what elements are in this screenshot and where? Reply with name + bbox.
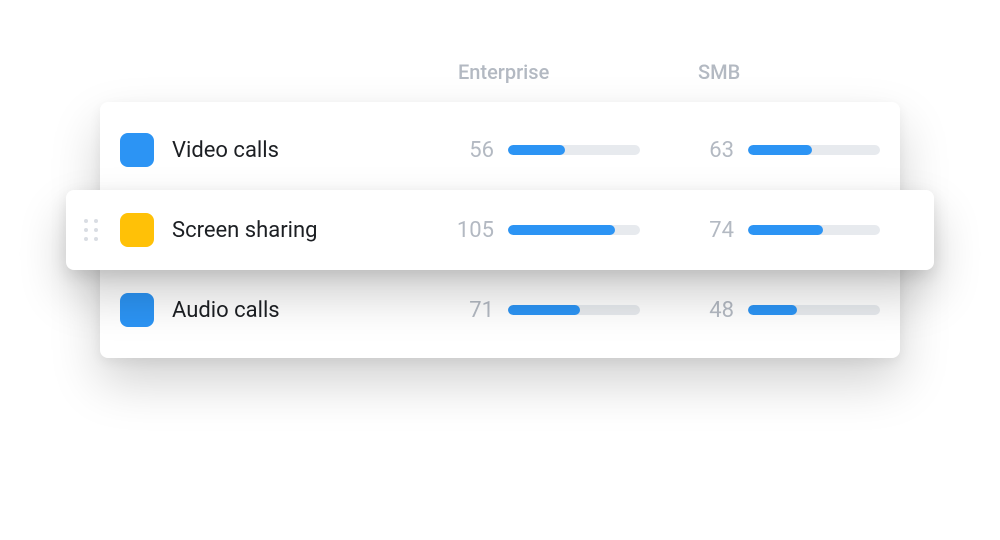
column-headers: Enterprise SMB bbox=[100, 60, 900, 102]
metric-enterprise: 56 bbox=[440, 138, 680, 163]
metric-smb: 63 bbox=[680, 138, 920, 163]
metrics-row[interactable]: Video calls 56 63 bbox=[100, 110, 900, 190]
row-color-icon bbox=[120, 213, 154, 247]
column-header-smb: SMB bbox=[680, 60, 920, 84]
row-label: Screen sharing bbox=[172, 218, 318, 243]
metrics-row[interactable]: Screen sharing 105 74 bbox=[66, 190, 934, 270]
metric-bar bbox=[508, 225, 640, 235]
metric-enterprise: 105 bbox=[440, 218, 680, 243]
metric-value: 105 bbox=[450, 218, 494, 243]
row-label: Video calls bbox=[172, 138, 279, 163]
drag-handle-icon[interactable] bbox=[84, 219, 98, 241]
row-label: Audio calls bbox=[172, 298, 280, 323]
feature-metrics-widget: Enterprise SMB Video calls 56 63 bbox=[100, 60, 900, 358]
metric-bar bbox=[748, 145, 880, 155]
column-header-enterprise: Enterprise bbox=[440, 60, 680, 84]
metrics-row[interactable]: Audio calls 71 48 bbox=[100, 270, 900, 350]
metric-value: 48 bbox=[690, 298, 734, 323]
metric-smb: 48 bbox=[680, 298, 920, 323]
row-color-icon bbox=[120, 133, 154, 167]
metric-smb: 74 bbox=[680, 218, 920, 243]
metric-value: 56 bbox=[450, 138, 494, 163]
metric-bar bbox=[748, 225, 880, 235]
metric-bar bbox=[508, 305, 640, 315]
metric-enterprise: 71 bbox=[440, 298, 680, 323]
metric-value: 71 bbox=[450, 298, 494, 323]
metric-bar bbox=[748, 305, 880, 315]
row-color-icon bbox=[120, 293, 154, 327]
metric-value: 63 bbox=[690, 138, 734, 163]
metrics-card: Video calls 56 63 Screen sharing 105 bbox=[100, 102, 900, 358]
metric-bar bbox=[508, 145, 640, 155]
metric-value: 74 bbox=[690, 218, 734, 243]
